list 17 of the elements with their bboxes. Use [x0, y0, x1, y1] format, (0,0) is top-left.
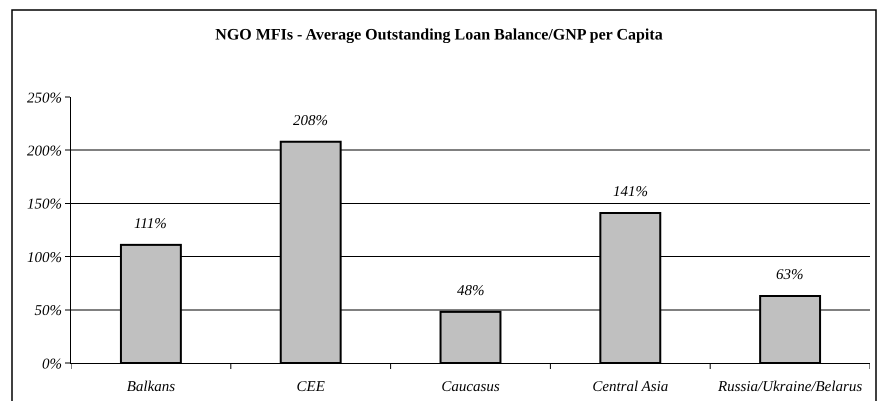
y-tick-label: 50%	[34, 303, 62, 320]
y-tick-label: 100%	[27, 250, 62, 266]
data-label: 111%	[134, 216, 167, 232]
data-label: 63%	[776, 267, 804, 283]
x-tick-label: CEE	[296, 379, 325, 395]
data-label: 48%	[457, 283, 484, 299]
data-label: 208%	[293, 113, 328, 129]
data-label: 141%	[613, 184, 648, 200]
y-tick-label: 150%	[27, 196, 62, 213]
y-tick-label: 250%	[27, 90, 62, 106]
x-tick-label: Central Asia	[592, 379, 668, 395]
x-tick-label: Russia/Ukraine/Belarus	[717, 379, 862, 395]
y-tick-label: 200%	[27, 143, 62, 160]
y-tick-label: 0%	[42, 356, 62, 372]
x-tick-label: Caucasus	[441, 379, 500, 395]
x-tick-label: Balkans	[126, 379, 176, 395]
chart-title: NGO MFIs - Average Outstanding Loan Balance/GNP per Capita	[215, 26, 663, 44]
